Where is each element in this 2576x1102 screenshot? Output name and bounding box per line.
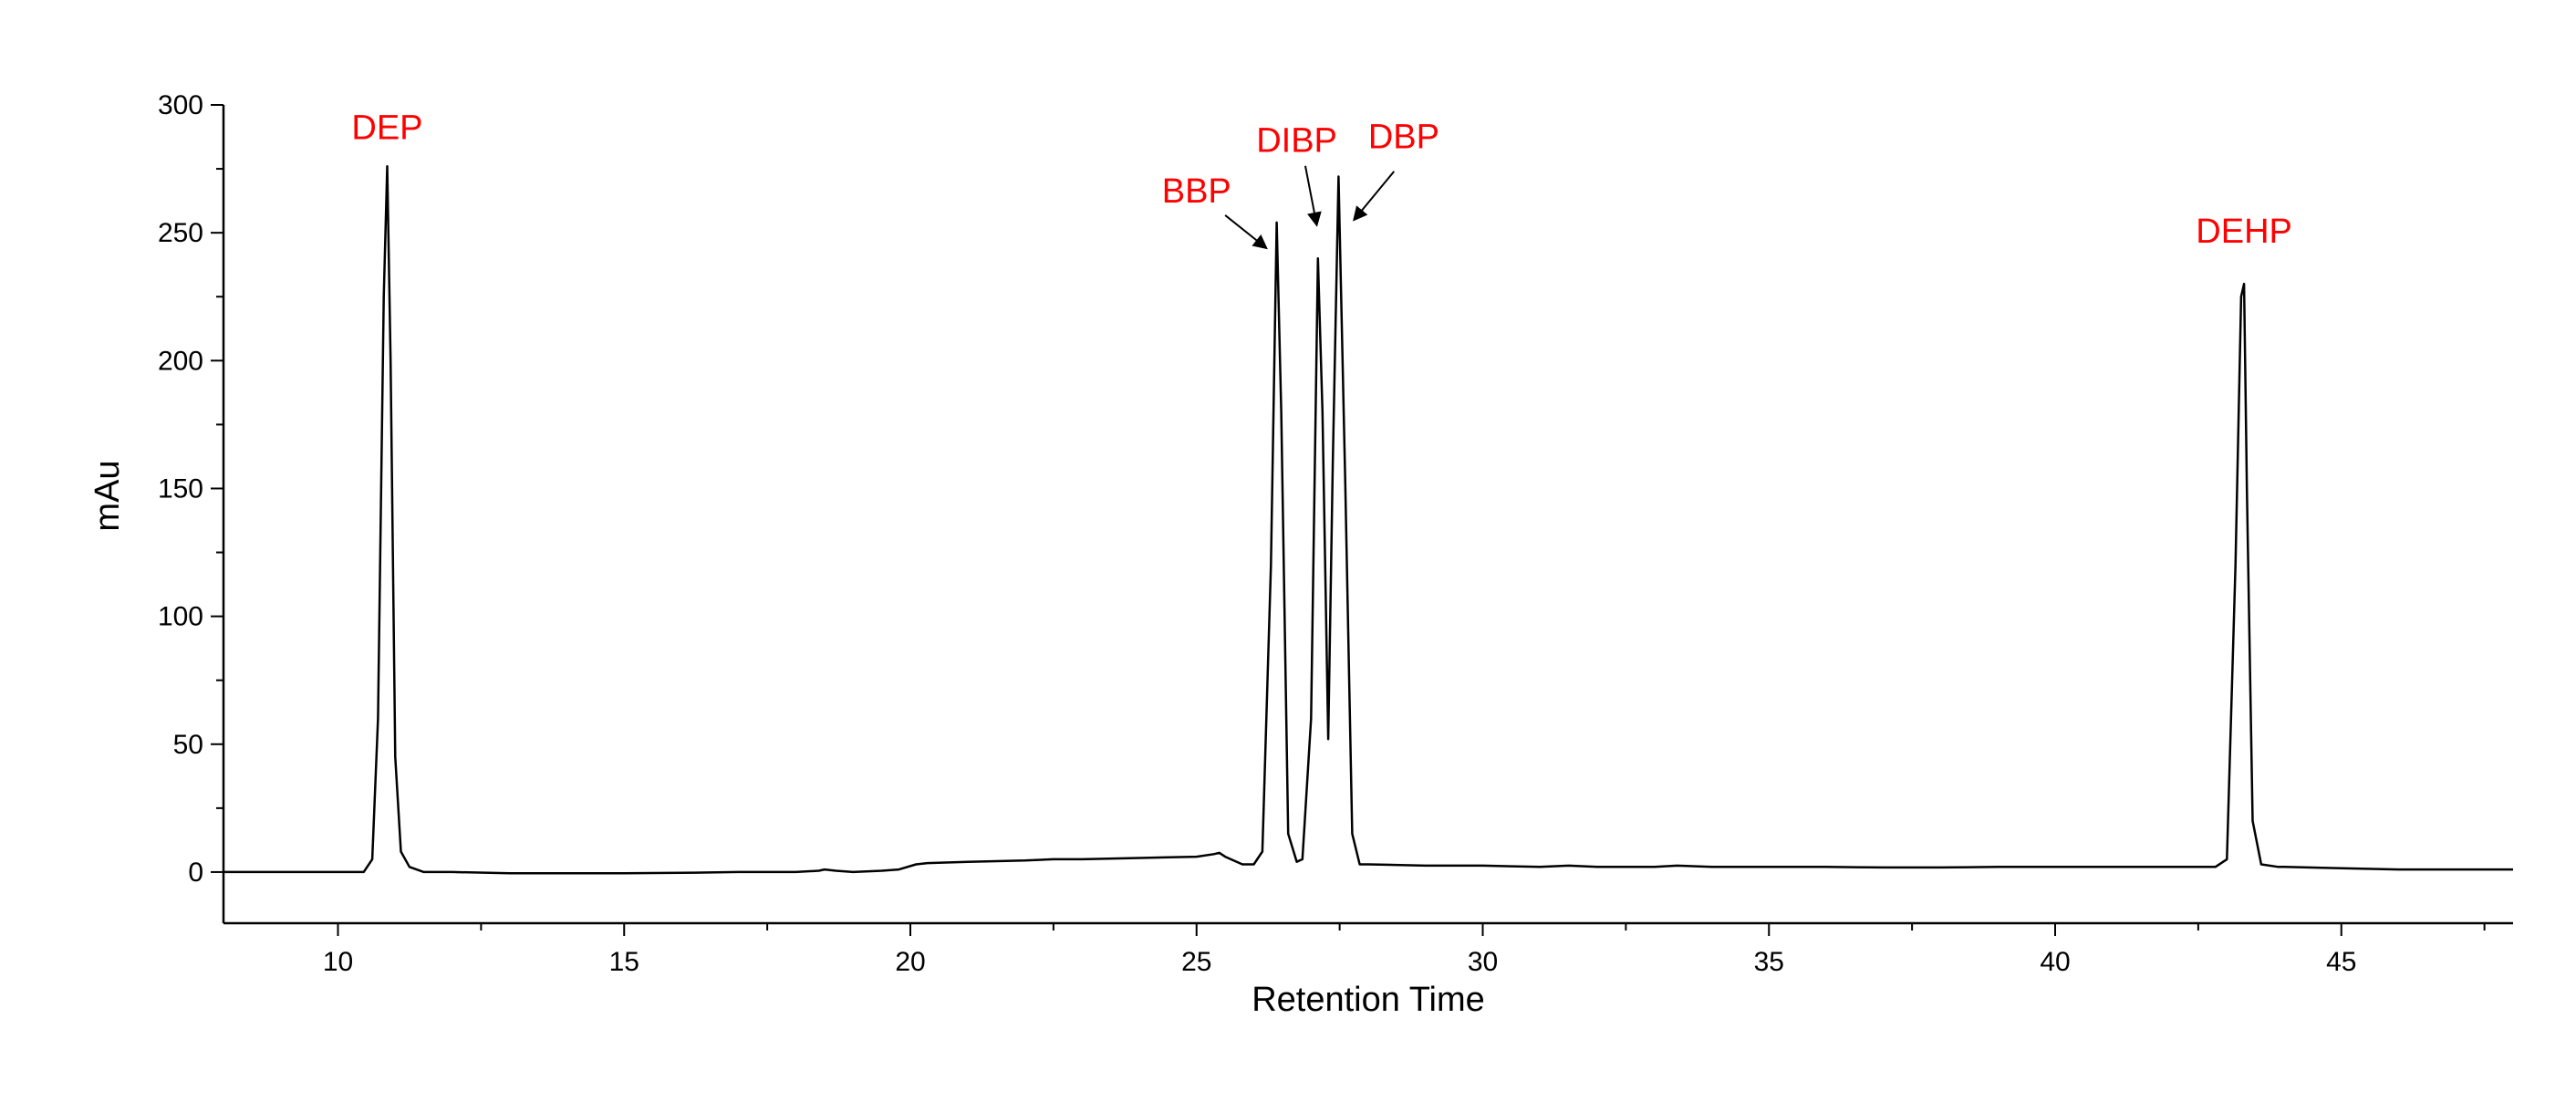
x-tick-label: 45 [2326, 947, 2356, 977]
peak-label-dbp: DBP [1368, 118, 1439, 156]
y-axis-ticks: 0 50 100 150 200 250 300 [158, 90, 223, 888]
x-axis-ticks: 10 15 20 25 30 35 40 45 [323, 923, 2486, 977]
x-tick-label: 25 [1181, 947, 1211, 977]
plot-frame [222, 105, 2513, 925]
x-tick-label: 40 [2040, 947, 2070, 977]
y-tick-label: 300 [158, 90, 203, 120]
peak-arrow-dibp [1304, 165, 1322, 227]
chromatogram-trace [223, 165, 2513, 875]
y-tick-label: 0 [188, 858, 203, 888]
x-tick-label: 15 [609, 947, 639, 977]
peak-label-dibp: DIBP [1256, 122, 1337, 161]
peak-label-dep: DEP [351, 109, 422, 147]
y-tick-label: 50 [173, 730, 203, 760]
y-tick-label: 150 [158, 473, 203, 504]
y-tick-label: 250 [158, 218, 203, 248]
peak-annotations: DEP BBP DIBP DBP DEHP [351, 109, 2291, 251]
x-tick-label: 10 [323, 947, 353, 977]
x-tick-label: 20 [895, 947, 925, 977]
peak-label-bbp: BBP [1162, 172, 1231, 211]
peak-arrow-dbp [1353, 171, 1396, 222]
y-tick-label: 100 [158, 602, 203, 632]
peak-arrow-bbp [1224, 214, 1268, 250]
y-axis-title: mAu [88, 460, 127, 531]
y-tick-label: 200 [158, 346, 203, 376]
x-axis-title: Retention Time [1252, 981, 1485, 1019]
x-tick-label: 30 [1468, 947, 1498, 977]
x-tick-label: 35 [1754, 947, 1784, 977]
peak-label-dehp: DEHP [2196, 213, 2292, 251]
